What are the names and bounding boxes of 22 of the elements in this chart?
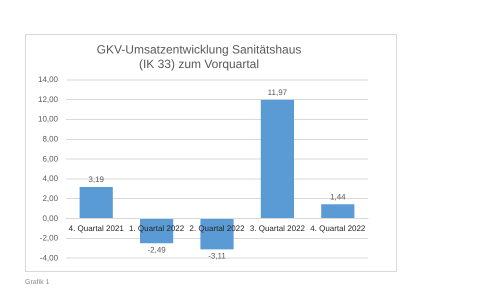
data-label: 3,19: [88, 175, 105, 184]
data-label: -3,11: [208, 252, 226, 261]
y-tick-label: -2,00: [40, 234, 59, 243]
y-tick-label: 0,00: [42, 214, 59, 223]
data-label: 1,44: [330, 192, 346, 202]
chart-title: GKV-Umsatzentwicklung Sanitätshaus (IK 33) zum Vorquartal: [96, 42, 302, 71]
y-tick-label: 14,00: [38, 75, 59, 84]
y-tick-label: 12,00: [38, 94, 59, 104]
y-tick-label: 10,00: [38, 114, 59, 124]
data-label: 11,97: [268, 88, 288, 98]
y-tick-label: 4,00: [42, 174, 59, 184]
x-tick-label: 3. Quartal 2022: [250, 224, 306, 233]
bar: [80, 186, 113, 218]
x-tick-label: 4. Quartal 2021: [68, 224, 124, 233]
bar: [260, 100, 294, 218]
y-tick-label: -4,00: [40, 253, 59, 262]
y-tick-label: 6,00: [42, 154, 59, 164]
y-tick-label: 8,00: [42, 134, 59, 144]
bar: [321, 204, 354, 218]
x-tick-label: 4. Quartal 2022: [310, 224, 366, 233]
data-label: -2,49: [147, 245, 166, 254]
y-tick-label: 2,00: [42, 194, 59, 203]
